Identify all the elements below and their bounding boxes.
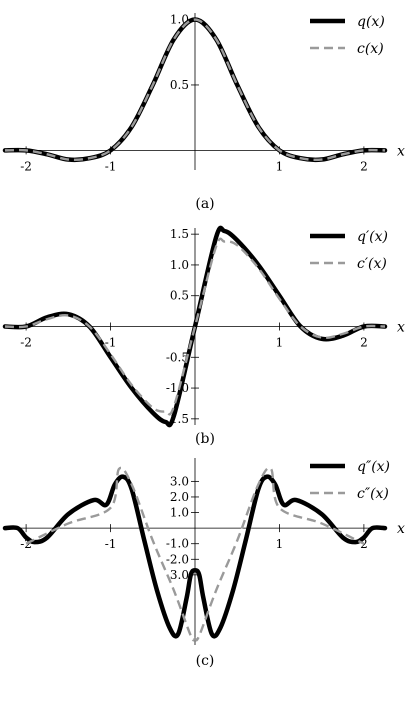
x-tick-label: 1 — [276, 336, 284, 350]
y-tick-label: 0.5 — [170, 289, 189, 303]
panel-caption: (a) — [195, 196, 214, 212]
y-tick-label: 1.0 — [170, 258, 189, 272]
legend-label: q(x) — [357, 14, 385, 30]
panel-caption: (b) — [195, 431, 215, 447]
legend-label: q″(x) — [357, 459, 390, 475]
legend-label: q′(x) — [357, 229, 388, 245]
x-tick-label: 2 — [360, 537, 368, 551]
legend-label: c′(x) — [357, 256, 387, 272]
series-line-approx — [4, 237, 386, 416]
x-axis-label: x — [397, 143, 405, 159]
panel-b: -2 -1 1 21.51.00.5-0.5-1.01.5xq′(x)c′(x)(b) — [2, 225, 405, 447]
series-line-approx — [4, 18, 386, 162]
x-tick-label: -2 — [20, 159, 32, 173]
panel-caption: (c) — [196, 653, 215, 669]
y-tick-label: 2.0 — [170, 490, 189, 504]
x-tick-label: -2 — [20, 537, 32, 551]
x-tick-label: 1 — [276, 159, 284, 173]
x-tick-label: 2 — [360, 336, 368, 350]
y-tick-label: -1.0 — [166, 537, 189, 551]
y-tick-label: -0.5 — [166, 350, 189, 364]
x-tick-label: -2 — [20, 336, 32, 350]
y-tick-label: 3.0 — [170, 474, 189, 488]
y-tick-label: 1.0 — [170, 506, 189, 520]
x-tick-label: -1 — [105, 537, 117, 551]
x-tick-label: 2 — [360, 159, 368, 173]
y-tick-label: -1.0 — [166, 381, 189, 395]
y-tick-label: 3.0 — [170, 568, 189, 582]
series-line-exact — [2, 474, 388, 639]
panel-a: -2 -1 1 20.51.0xq(x)c(x)(a) — [2, 13, 405, 212]
panel-c: -2 -1 1 2 3.0 2.0 1.0 -1.0-2.0 3.0 x q″(x) c″(x) (c) — [2, 458, 405, 669]
x-tick-label: -1 — [105, 336, 117, 350]
x-tick-label: 1 — [276, 537, 284, 551]
legend-label: c″(x) — [357, 486, 389, 502]
series-line-approx — [25, 466, 365, 642]
y-tick-label: 0.5 — [170, 78, 189, 92]
legend-label: c(x) — [357, 41, 384, 57]
y-tick-label: -2.0 — [166, 552, 189, 566]
x-tick-label: -1 — [105, 159, 117, 173]
x-axis-label: x — [397, 320, 405, 336]
y-tick-label: 1.5 — [170, 227, 189, 241]
x-axis-label: x — [397, 521, 405, 537]
